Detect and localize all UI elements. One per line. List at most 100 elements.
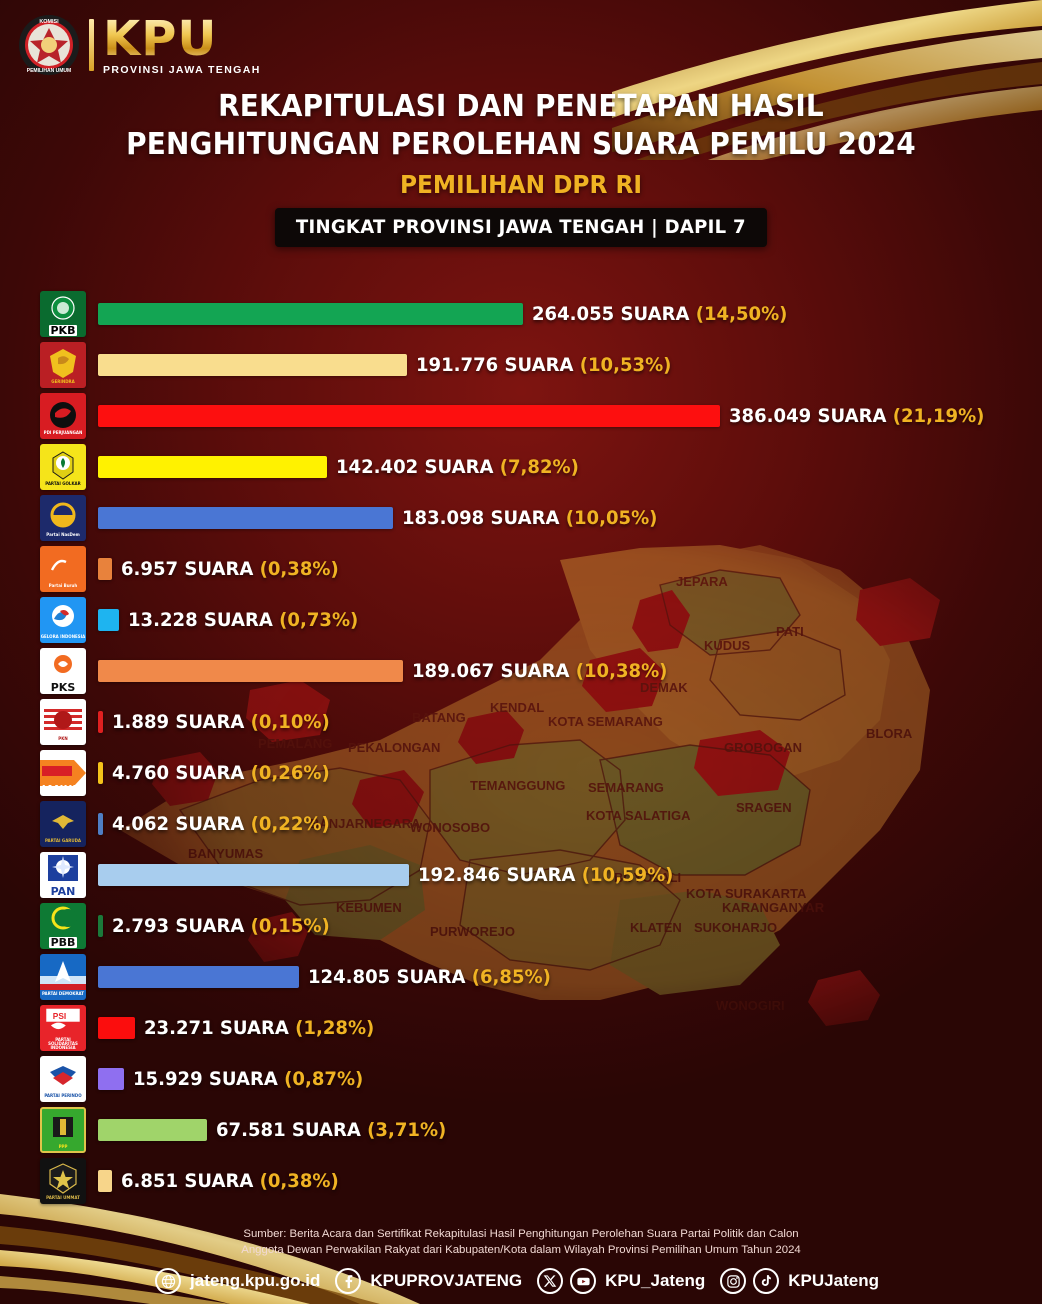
vote-percent-label: (0,26%) [250,761,330,784]
title-line-1: REKAPITULASI DAN PENETAPAN HASIL [218,89,824,124]
party-logo-cell: PARTAI GOLKAR [36,443,90,490]
instagram-icon[interactable] [720,1268,747,1294]
party-row: PARTAI DEMOKRAT 124.805 SUARA (6,85%) [0,951,1042,1002]
vote-value-label: 189.067 SUARA (10,38%) [412,659,668,682]
vote-bar [98,1067,124,1090]
bar-area: 6.957 SUARA (0,38%) [90,543,1042,594]
party-row: PPP 67.581 SUARA (3,71%) [0,1104,1042,1155]
title-line-3: PEMILIHAN DPR RI [399,169,643,199]
social-handle[interactable]: KPU_Jateng [605,1271,706,1290]
vote-bar [98,455,327,478]
bar-area: 15.929 SUARA (0,87%) [90,1053,1042,1104]
vote-bar [98,302,523,325]
svg-text:PSI: PSI [53,1010,66,1020]
party-row: GELORA INDONESIA 13.228 SUARA (0,73%) [0,594,1042,645]
kpu-province-label: PROVINSI JAWA TENGAH [103,63,261,76]
youtube-icon[interactable] [570,1268,597,1294]
party-logo-cell: PDI PERJUANGAN [36,392,90,439]
pkn-logo: PKN [40,698,86,745]
bar-area: 183.098 SUARA (10,05%) [90,492,1042,543]
party-row: PDI PERJUANGAN 386.049 SUARA (21,19%) [0,390,1042,441]
vote-bar [98,1016,135,1039]
social-handle[interactable]: jateng.kpu.go.id [190,1271,321,1290]
title-line-2: PENGHITUNGAN PEROLEHAN SUARA PEMILU 2024 [126,126,916,162]
vote-value-label: 191.776 SUARA (10,53%) [416,353,672,376]
svg-text:PEMILIHAN UMUM: PEMILIHAN UMUM [27,68,71,74]
pkb-logo: PKB [40,290,86,337]
vote-bar [98,353,407,376]
vote-percent-label: (0,15%) [250,914,330,937]
kpu-logo: KOMISI PEMILIHAN UMUM KPU PROVINSI JAWA … [18,14,261,76]
party-row: PARTAI PERINDO 15.929 SUARA (0,87%) [0,1053,1042,1104]
vote-value-label: 4.062 SUARA (0,22%) [112,812,330,835]
ummat-logo: PARTAI UMMAT [40,1157,86,1204]
vote-value-label: 23.271 SUARA (1,28%) [144,1016,375,1039]
facebook-icon[interactable] [335,1268,362,1294]
vote-percent-label: (7,82%) [499,455,579,478]
party-logo-cell: PPP [36,1106,90,1153]
vote-bar [98,863,409,886]
party-logo-cell: PARTAI DEMOKRAT [36,953,90,1000]
vote-value-label: 264.055 SUARA (14,50%) [532,302,788,325]
bar-area: 13.228 SUARA (0,73%) [90,594,1042,645]
pks-logo: PKS [40,647,86,694]
bar-area: 264.055 SUARA (14,50%) [90,288,1042,339]
vote-value-label: 1.889 SUARA (0,10%) [112,710,330,733]
social-handle[interactable]: KPUJateng [788,1271,879,1290]
bar-area: 386.049 SUARA (21,19%) [90,390,1042,441]
party-row: PARTAI UMMAT 6.851 SUARA (0,38%) [0,1155,1042,1206]
vote-percent-label: (10,38%) [575,659,668,682]
vote-bar [98,965,299,988]
party-row: Partai Buruh 6.957 SUARA (0,38%) [0,543,1042,594]
perindo-logo: PARTAI PERINDO [40,1055,86,1102]
social-handle[interactable]: KPUPROVJATENG [370,1271,523,1290]
party-row: PKB 264.055 SUARA (14,50%) [0,288,1042,339]
vote-value-label: 2.793 SUARA (0,15%) [112,914,330,937]
pbb-logo: PBB [40,902,86,949]
party-logo-cell: GERINDRA [36,341,90,388]
party-logo-cell: HANURA [36,749,90,796]
bar-area: 4.062 SUARA (0,22%) [90,798,1042,849]
svg-text:KOMISI: KOMISI [39,19,59,25]
social-links: jateng.kpu.go.id KPUPROVJATENG KPU_Jateng K… [0,1268,1042,1294]
vote-percent-label: (0,73%) [279,608,359,631]
vote-value-label: 4.760 SUARA (0,26%) [112,761,330,784]
nasdem-logo: Partai NasDem [40,494,86,541]
kpu-emblem-icon: KOMISI PEMILIHAN UMUM [18,14,80,76]
party-logo-cell: PAN [36,851,90,898]
vote-bar [98,659,403,682]
x-twitter-icon[interactable] [537,1268,564,1294]
bar-area: 67.581 SUARA (3,71%) [90,1104,1042,1155]
vote-percent-label: (21,19%) [892,404,985,427]
vote-bar [98,404,720,427]
vote-percent-label: (3,71%) [367,1118,447,1141]
vote-value-label: 13.228 SUARA (0,73%) [128,608,359,631]
party-row: PKS 189.067 SUARA (10,38%) [0,645,1042,696]
party-logo-cell: Partai NasDem [36,494,90,541]
golkar-logo: PARTAI GOLKAR [40,443,86,490]
vote-bar [98,812,103,835]
psi-logo: PSI PARTAI SOLIDARITAS INDONESIA [40,1004,86,1051]
vote-percent-label: (10,05%) [565,506,658,529]
party-logo-cell: Partai Buruh [36,545,90,592]
bar-area: 142.402 SUARA (7,82%) [90,441,1042,492]
party-logo-cell: PARTAI GARUDA [36,800,90,847]
vote-value-label: 192.846 SUARA (10,59%) [418,863,674,886]
party-logo-cell: PARTAI PERINDO [36,1055,90,1102]
demokrat-logo: PARTAI DEMOKRAT [40,953,86,1000]
vote-percent-label: (0,38%) [259,1169,339,1192]
tiktok-icon[interactable] [753,1268,780,1294]
vote-bar [98,506,393,529]
vote-bar [98,608,119,631]
garuda-logo: PARTAI GARUDA [40,800,86,847]
gelora-logo: GELORA INDONESIA [40,596,86,643]
vote-value-label: 15.929 SUARA (0,87%) [133,1067,364,1090]
bar-area: 191.776 SUARA (10,53%) [90,339,1042,390]
vote-bar [98,1169,112,1192]
party-row: PAN 192.846 SUARA (10,59%) [0,849,1042,900]
globe-icon[interactable] [155,1268,182,1294]
vote-bar-chart: PKB 264.055 SUARA (14,50%) GERINDRA 191.776… [0,288,1042,1206]
vote-bar [98,557,112,580]
vote-percent-label: (0,22%) [250,812,330,835]
